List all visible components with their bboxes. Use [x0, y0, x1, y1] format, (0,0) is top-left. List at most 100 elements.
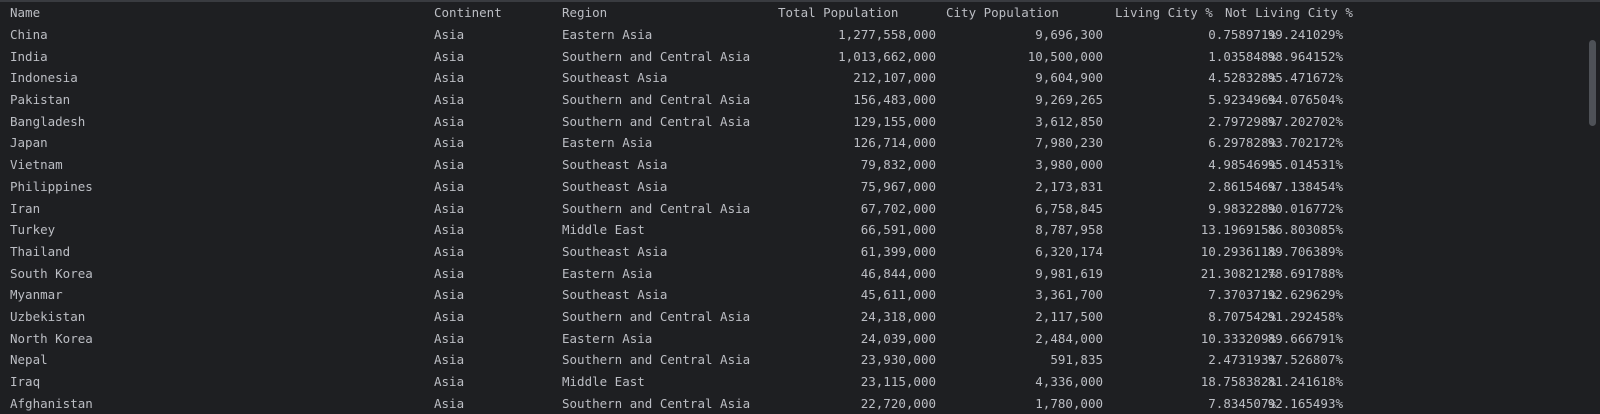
- cell-not-living-city[interactable]: 81.241618%: [1267, 374, 1343, 389]
- cell-total-population[interactable]: 156,483,000: [853, 92, 936, 108]
- table-row[interactable]: Bangladesh Asia Southern and Central Asia 1…: [0, 111, 1580, 133]
- cell-continent[interactable]: Asia: [434, 352, 465, 368]
- cell-region[interactable]: Southeast Asia: [562, 70, 668, 86]
- cell-region[interactable]: Southern and Central Asia: [562, 308, 751, 324]
- cell-city-population[interactable]: 9,696,300: [1035, 27, 1103, 42]
- cell-region[interactable]: Middle East: [562, 222, 645, 238]
- cell-not-living-city[interactable]: 91.292458%: [1267, 308, 1343, 324]
- table-row[interactable]: Nepal Asia Southern and Central Asia 23,930…: [0, 349, 1580, 371]
- cell-city-population[interactable]: 1,780,000: [1035, 395, 1103, 411]
- cell-not-living-city[interactable]: 89.706389%: [1267, 243, 1343, 259]
- cell-not-living-city[interactable]: 89.666791%: [1267, 330, 1343, 346]
- cell-living-city[interactable]: 13.196915%: [1200, 222, 1276, 238]
- cell-city-population[interactable]: 2,117,500: [1035, 308, 1103, 324]
- cell-region[interactable]: Southeast Asia: [562, 287, 668, 303]
- cell-city-population[interactable]: 9,604,900: [1035, 70, 1103, 86]
- cell-city-population[interactable]: 3,980,000: [1035, 157, 1103, 173]
- table-row[interactable]: Pakistan Asia Southern and Central Asia 156…: [0, 89, 1580, 111]
- table-row[interactable]: Uzbekistan Asia Southern and Central Asia 2…: [0, 306, 1580, 328]
- scrollbar-thumb[interactable]: [1589, 40, 1596, 126]
- table-row[interactable]: Iran Asia Southern and Central Asia 67,702,…: [0, 198, 1580, 220]
- cell-region[interactable]: Southern and Central Asia: [562, 200, 751, 216]
- cell-living-city[interactable]: 7.370371%: [1208, 287, 1276, 303]
- cell-region[interactable]: Eastern Asia: [562, 330, 653, 346]
- header-living-city[interactable]: Living City %: [1115, 5, 1213, 20]
- table-row[interactable]: South Korea Asia Eastern Asia 46,844,000 9,9…: [0, 263, 1580, 285]
- cell-region[interactable]: Southeast Asia: [562, 243, 668, 259]
- cell-city-population[interactable]: 4,336,000: [1035, 374, 1103, 389]
- cell-not-living-city[interactable]: 99.241029%: [1267, 27, 1343, 42]
- cell-not-living-city[interactable]: 95.014531%: [1267, 157, 1343, 173]
- cell-total-population[interactable]: 24,039,000: [860, 330, 936, 346]
- cell-living-city[interactable]: 8.707542%: [1208, 308, 1276, 324]
- table-row[interactable]: Afghanistan Asia Southern and Central Asia…: [0, 393, 1580, 414]
- cell-total-population[interactable]: 1,013,662,000: [838, 48, 936, 64]
- cell-living-city[interactable]: 2.861546%: [1208, 178, 1276, 194]
- cell-total-population[interactable]: 79,832,000: [860, 157, 936, 173]
- cell-city-population[interactable]: 2,173,831: [1035, 178, 1103, 194]
- cell-living-city[interactable]: 18.758382%: [1200, 374, 1276, 389]
- cell-living-city[interactable]: 9.983228%: [1208, 200, 1276, 216]
- cell-total-population[interactable]: 67,702,000: [860, 200, 936, 216]
- cell-name[interactable]: Bangladesh: [10, 113, 86, 129]
- cell-region[interactable]: Southern and Central Asia: [562, 113, 751, 129]
- cell-total-population[interactable]: 126,714,000: [853, 135, 936, 151]
- cell-name[interactable]: Iran: [10, 200, 41, 216]
- cell-continent[interactable]: Asia: [434, 243, 465, 259]
- cell-living-city[interactable]: 21.308212%: [1200, 265, 1276, 281]
- cell-region[interactable]: Southeast Asia: [562, 157, 668, 173]
- cell-city-population[interactable]: 591,835: [1050, 352, 1103, 368]
- cell-name[interactable]: Philippines: [10, 178, 93, 194]
- table-row[interactable]: Philippines Asia Southeast Asia 75,967,000 2…: [0, 176, 1580, 198]
- cell-continent[interactable]: Asia: [434, 48, 465, 64]
- cell-total-population[interactable]: 23,115,000: [860, 374, 936, 389]
- cell-name[interactable]: India: [10, 48, 48, 64]
- header-continent[interactable]: Continent: [434, 5, 502, 20]
- cell-region[interactable]: Eastern Asia: [562, 265, 653, 281]
- cell-continent[interactable]: Asia: [434, 157, 465, 173]
- cell-region[interactable]: Middle East: [562, 374, 645, 389]
- cell-living-city[interactable]: 4.528328%: [1208, 70, 1276, 86]
- cell-name[interactable]: Pakistan: [10, 92, 71, 108]
- cell-not-living-city[interactable]: 93.702172%: [1267, 135, 1343, 151]
- cell-continent[interactable]: Asia: [434, 178, 465, 194]
- cell-not-living-city[interactable]: 97.138454%: [1267, 178, 1343, 194]
- cell-total-population[interactable]: 46,844,000: [860, 265, 936, 281]
- cell-name[interactable]: North Korea: [10, 330, 93, 346]
- table-row[interactable]: Myanmar Asia Southeast Asia 45,611,000 3,361…: [0, 284, 1580, 306]
- cell-region[interactable]: Southeast Asia: [562, 178, 668, 194]
- header-total-population[interactable]: Total Population: [778, 5, 899, 20]
- cell-city-population[interactable]: 3,361,700: [1035, 287, 1103, 303]
- table-row[interactable]: China Asia Eastern Asia 1,277,558,000 9,696,…: [0, 24, 1580, 46]
- cell-continent[interactable]: Asia: [434, 200, 465, 216]
- cell-living-city[interactable]: 10.293611%: [1200, 243, 1276, 259]
- table-row[interactable]: Thailand Asia Southeast Asia 61,399,000 6,32…: [0, 241, 1580, 263]
- cell-living-city[interactable]: 2.473193%: [1208, 352, 1276, 368]
- cell-continent[interactable]: Asia: [434, 70, 465, 86]
- cell-region[interactable]: Eastern Asia: [562, 27, 653, 42]
- cell-living-city[interactable]: 1.035848%: [1208, 48, 1276, 64]
- cell-name[interactable]: Myanmar: [10, 287, 63, 303]
- cell-living-city[interactable]: 10.333209%: [1200, 330, 1276, 346]
- cell-city-population[interactable]: 9,981,619: [1035, 265, 1103, 281]
- cell-region[interactable]: Southern and Central Asia: [562, 352, 751, 368]
- cell-city-population[interactable]: 2,484,000: [1035, 330, 1103, 346]
- cell-not-living-city[interactable]: 92.629629%: [1267, 287, 1343, 303]
- cell-city-population[interactable]: 8,787,958: [1035, 222, 1103, 238]
- cell-total-population[interactable]: 22,720,000: [860, 395, 936, 411]
- cell-living-city[interactable]: 0.758971%: [1208, 27, 1276, 42]
- cell-continent[interactable]: Asia: [434, 330, 465, 346]
- cell-total-population[interactable]: 24,318,000: [860, 308, 936, 324]
- cell-name[interactable]: Thailand: [10, 243, 71, 259]
- cell-name[interactable]: South Korea: [10, 265, 93, 281]
- vertical-scrollbar[interactable]: [1586, 2, 1600, 411]
- table-row[interactable]: Indonesia Asia Southeast Asia 212,107,000 9,…: [0, 67, 1580, 89]
- cell-name[interactable]: Afghanistan: [10, 395, 93, 411]
- cell-total-population[interactable]: 129,155,000: [853, 113, 936, 129]
- table-row[interactable]: Turkey Asia Middle East 66,591,000 8,787,958…: [0, 219, 1580, 241]
- cell-total-population[interactable]: 1,277,558,000: [838, 27, 936, 42]
- cell-total-population[interactable]: 66,591,000: [860, 222, 936, 238]
- cell-continent[interactable]: Asia: [434, 287, 465, 303]
- header-name[interactable]: Name: [10, 5, 41, 20]
- cell-name[interactable]: Turkey: [10, 222, 56, 238]
